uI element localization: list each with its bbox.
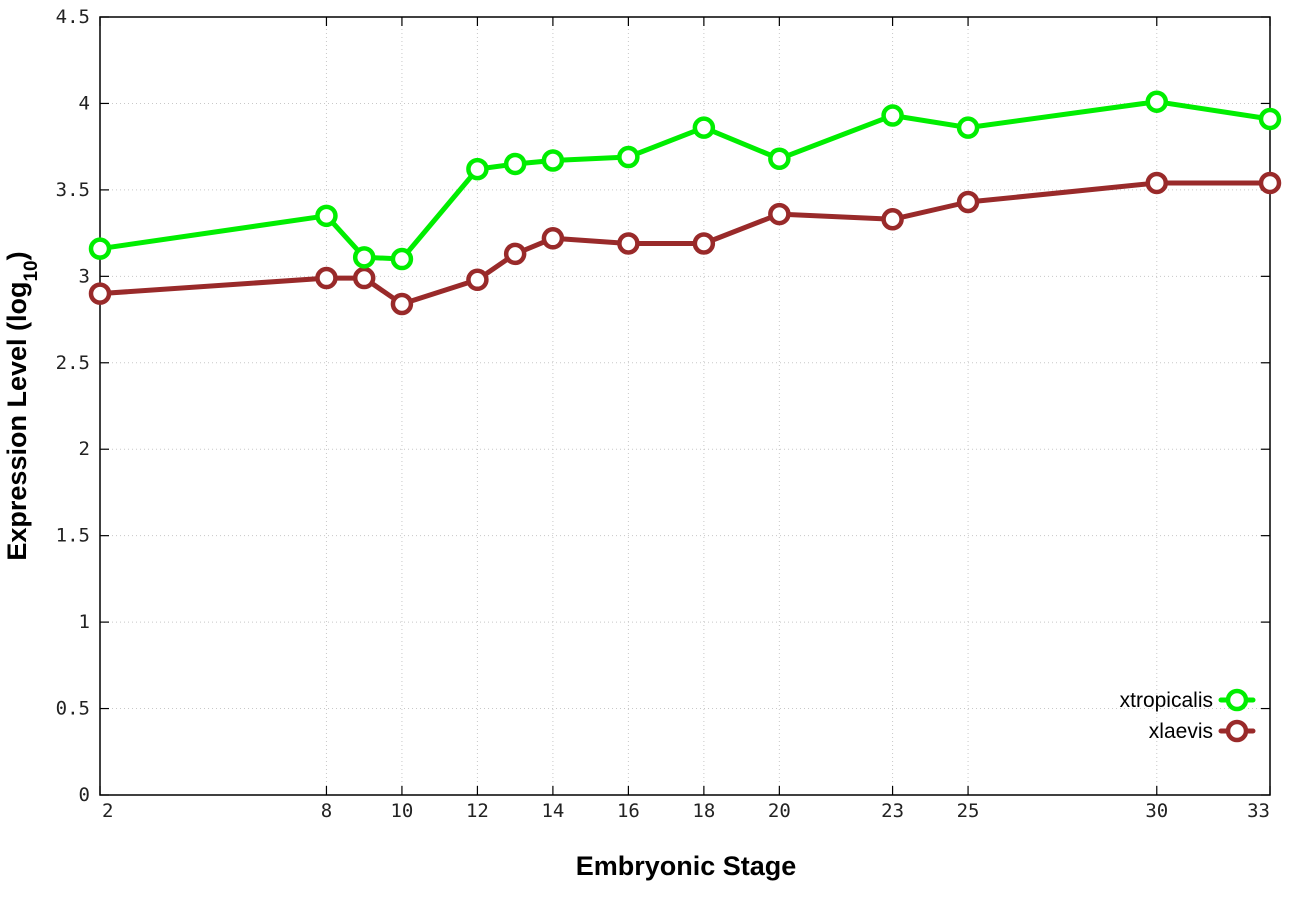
data-point-xtropicalis: [1258, 107, 1282, 131]
y-tick-label: 0.5: [56, 698, 90, 720]
series-xlaevis: [88, 171, 1282, 316]
legend-item-xlaevis: xlaevis: [1149, 719, 1256, 743]
series-line-xtropicalis: [97, 99, 1273, 262]
data-point-xlaevis: [1145, 171, 1169, 195]
data-point-xtropicalis: [617, 145, 640, 169]
data-point-xtropicalis: [692, 116, 716, 139]
y-tick-label: 4: [79, 92, 90, 114]
data-point-xlaevis: [1258, 171, 1282, 195]
x-axis-title: Embryonic Stage: [576, 851, 797, 881]
data-point-xlaevis: [956, 190, 980, 214]
x-tick-label: 20: [768, 800, 791, 822]
x-tick-label: 12: [466, 800, 489, 822]
axis-ticks: 0 0.5 1 1.5 2 2.5 3 3.5 4 4.5 2 8 10 12 14 16 18 20 23 25 30…: [56, 6, 1271, 822]
y-tick-label: 1: [79, 611, 90, 633]
y-axis-title-close: ): [2, 251, 32, 260]
data-point-xtropicalis: [956, 116, 980, 139]
legend-marker-swatch: [1225, 688, 1249, 712]
legend-item-xtropicalis: xtropicalis: [1120, 688, 1256, 712]
x-tick-label: 25: [957, 800, 980, 822]
data-point-xtropicalis: [315, 204, 338, 228]
y-tick-label: 2.5: [56, 352, 90, 374]
data-point-xlaevis: [541, 227, 565, 250]
data-point-xtropicalis: [352, 246, 376, 269]
data-point-xlaevis: [315, 266, 338, 290]
plot-frame: [99, 16, 1271, 796]
series-xtropicalis: [88, 90, 1282, 271]
x-tick-label: 18: [692, 800, 715, 822]
x-tick-label: 2: [102, 800, 113, 822]
y-tick-label: 2: [79, 438, 90, 460]
y-axis-title: Expression Level (log10): [2, 251, 42, 560]
y-tick-label: 3.5: [56, 179, 90, 201]
data-point-xtropicalis: [390, 247, 414, 271]
data-point-xlaevis: [390, 292, 414, 316]
series-group: [88, 90, 1282, 316]
data-point-xlaevis: [352, 266, 376, 290]
y-tick-label: 1.5: [56, 525, 90, 547]
y-axis-title-main: Expression Level (log: [2, 282, 32, 561]
data-point-xlaevis: [692, 232, 716, 255]
y-tick-label: 4.5: [56, 6, 90, 28]
y-axis-title-subscript: 10: [21, 260, 42, 281]
y-tick-label: 3: [79, 265, 90, 287]
data-point-xtropicalis: [768, 147, 791, 171]
data-point-xtropicalis: [881, 104, 904, 127]
data-point-xlaevis: [881, 208, 904, 231]
data-point-xlaevis: [88, 282, 112, 305]
x-tick-label: 30: [1145, 800, 1168, 822]
legend-marker-swatch: [1225, 719, 1249, 743]
series-line-xlaevis: [97, 180, 1273, 307]
data-point-xtropicalis: [466, 157, 489, 181]
legend: xtropicalis xlaevis: [1120, 688, 1256, 743]
x-tick-label: 8: [321, 800, 332, 822]
legend-label: xtropicalis: [1120, 689, 1213, 712]
grid: [100, 17, 1270, 795]
x-tick-label: 10: [390, 800, 413, 822]
x-tick-label: 23: [881, 800, 904, 822]
data-point-xlaevis: [617, 232, 640, 255]
data-point-xtropicalis: [541, 149, 565, 172]
data-point-xtropicalis: [503, 152, 527, 176]
data-point-xlaevis: [768, 202, 791, 226]
legend-label: xlaevis: [1149, 720, 1213, 743]
x-tick-label: 16: [617, 800, 640, 822]
x-tick-label: 14: [541, 800, 564, 822]
y-tick-label: 0: [79, 784, 90, 806]
data-point-xtropicalis: [1145, 90, 1169, 113]
data-point-xlaevis: [466, 268, 489, 292]
data-point-xtropicalis: [88, 237, 112, 260]
data-point-xlaevis: [503, 242, 527, 266]
x-tick-label: 33: [1247, 800, 1270, 822]
